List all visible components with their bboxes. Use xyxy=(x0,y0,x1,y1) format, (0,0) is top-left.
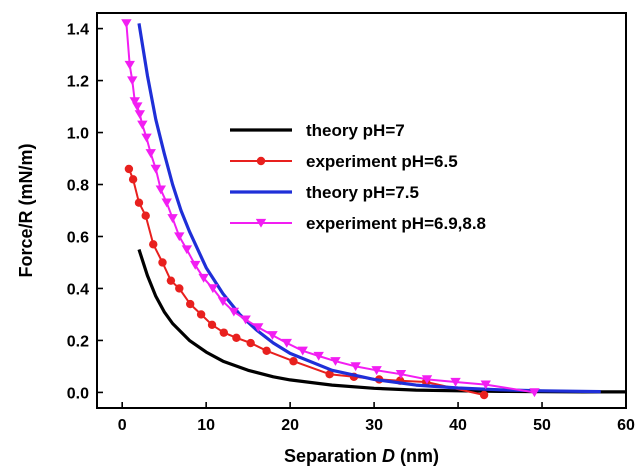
legend-marker xyxy=(255,218,267,228)
data-point xyxy=(281,338,292,348)
legend-entry: theory pH=7.5 xyxy=(230,183,419,202)
data-point xyxy=(207,320,217,330)
data-point xyxy=(395,370,407,379)
data-point xyxy=(219,328,228,337)
data-point xyxy=(161,198,172,208)
axis-ticks: 0 10 20 30 40 50 60 0.0 0.2 0.4 0.6 0.8 1.0 1.2 1.4 xyxy=(67,22,635,434)
data-point xyxy=(479,390,489,400)
plot-frame xyxy=(96,12,627,409)
data-point xyxy=(267,331,278,340)
x-axis-title: Separation D (nm) xyxy=(284,446,439,466)
data-point xyxy=(175,284,184,293)
data-point xyxy=(217,297,229,307)
data-point xyxy=(181,245,193,255)
data-point xyxy=(145,149,156,159)
data-point xyxy=(421,375,433,385)
data-point xyxy=(134,110,146,120)
x-axis-title-suffix: (nm) xyxy=(395,446,439,466)
data-point xyxy=(529,388,540,398)
y-tick-label: 0.2 xyxy=(67,333,89,350)
data-point xyxy=(132,102,143,112)
x-axis-title-prefix: Separation xyxy=(284,446,382,466)
data-point xyxy=(174,232,185,242)
data-point xyxy=(128,175,138,184)
y-tick-label: 0.4 xyxy=(67,281,89,298)
data-point xyxy=(129,97,140,107)
x-tick-label: 40 xyxy=(449,417,467,434)
legend-label: theory pH=7.5 xyxy=(306,183,419,202)
legend: theory pH=7 experiment pH=6.5 theory pH=7.… xyxy=(230,121,486,233)
data-point xyxy=(450,377,461,387)
data-point xyxy=(127,76,138,86)
data-point xyxy=(134,198,144,207)
data-point xyxy=(240,315,251,325)
data-point xyxy=(228,307,240,317)
data-point xyxy=(313,351,324,361)
y-tick-label: 0.6 xyxy=(67,229,89,246)
data-point xyxy=(158,258,167,267)
data-point xyxy=(196,310,206,319)
data-point xyxy=(150,164,161,174)
data-point xyxy=(289,357,298,366)
x-tick-label: 10 xyxy=(197,417,215,434)
data-point xyxy=(325,370,334,379)
data-point xyxy=(190,260,201,270)
data-point xyxy=(371,366,382,375)
data-point xyxy=(262,346,271,356)
x-tick-label: 20 xyxy=(281,417,299,434)
data-point xyxy=(155,185,167,195)
series-line xyxy=(125,23,535,394)
x-axis-title-variable: D xyxy=(382,446,395,466)
data-point xyxy=(330,357,341,366)
series-4 xyxy=(121,19,540,398)
legend-label: experiment pH=6.9,8.8 xyxy=(306,214,486,233)
legend-label: experiment pH=6.5 xyxy=(306,152,458,171)
data-point xyxy=(198,273,209,283)
data-point xyxy=(297,346,308,356)
x-tick-label: 60 xyxy=(617,417,635,434)
legend-label: theory pH=7 xyxy=(306,121,405,140)
x-tick-label: 30 xyxy=(365,417,383,434)
y-tick-label: 0.0 xyxy=(67,385,89,402)
data-point xyxy=(207,284,219,294)
data-point xyxy=(124,60,135,70)
data-point xyxy=(186,299,195,309)
data-point xyxy=(137,120,148,130)
data-point xyxy=(246,338,255,348)
data-point xyxy=(167,214,178,223)
y-tick-label: 1.0 xyxy=(67,126,89,143)
data-point xyxy=(149,240,158,249)
data-point xyxy=(166,276,176,285)
data-point xyxy=(350,362,361,372)
data-point xyxy=(124,164,134,174)
data-point xyxy=(121,19,132,29)
x-tick-label: 50 xyxy=(533,417,551,434)
x-tick-label: 0 xyxy=(118,417,127,434)
y-tick-label: 1.4 xyxy=(67,22,89,39)
data-point xyxy=(253,323,264,333)
legend-entry: experiment pH=6.9,8.8 xyxy=(230,214,486,233)
series-layer xyxy=(121,19,626,400)
y-tick-label: 1.2 xyxy=(67,74,89,91)
legend-entry: experiment pH=6.5 xyxy=(230,152,458,171)
data-point xyxy=(141,133,152,143)
data-point xyxy=(141,211,150,220)
data-point xyxy=(232,333,241,343)
y-tick-label: 0.8 xyxy=(67,178,89,195)
data-point xyxy=(480,380,491,390)
y-axis-title: Force/R (mN/m) xyxy=(16,143,36,277)
legend-entry: theory pH=7 xyxy=(230,121,405,140)
legend-marker xyxy=(256,156,266,166)
